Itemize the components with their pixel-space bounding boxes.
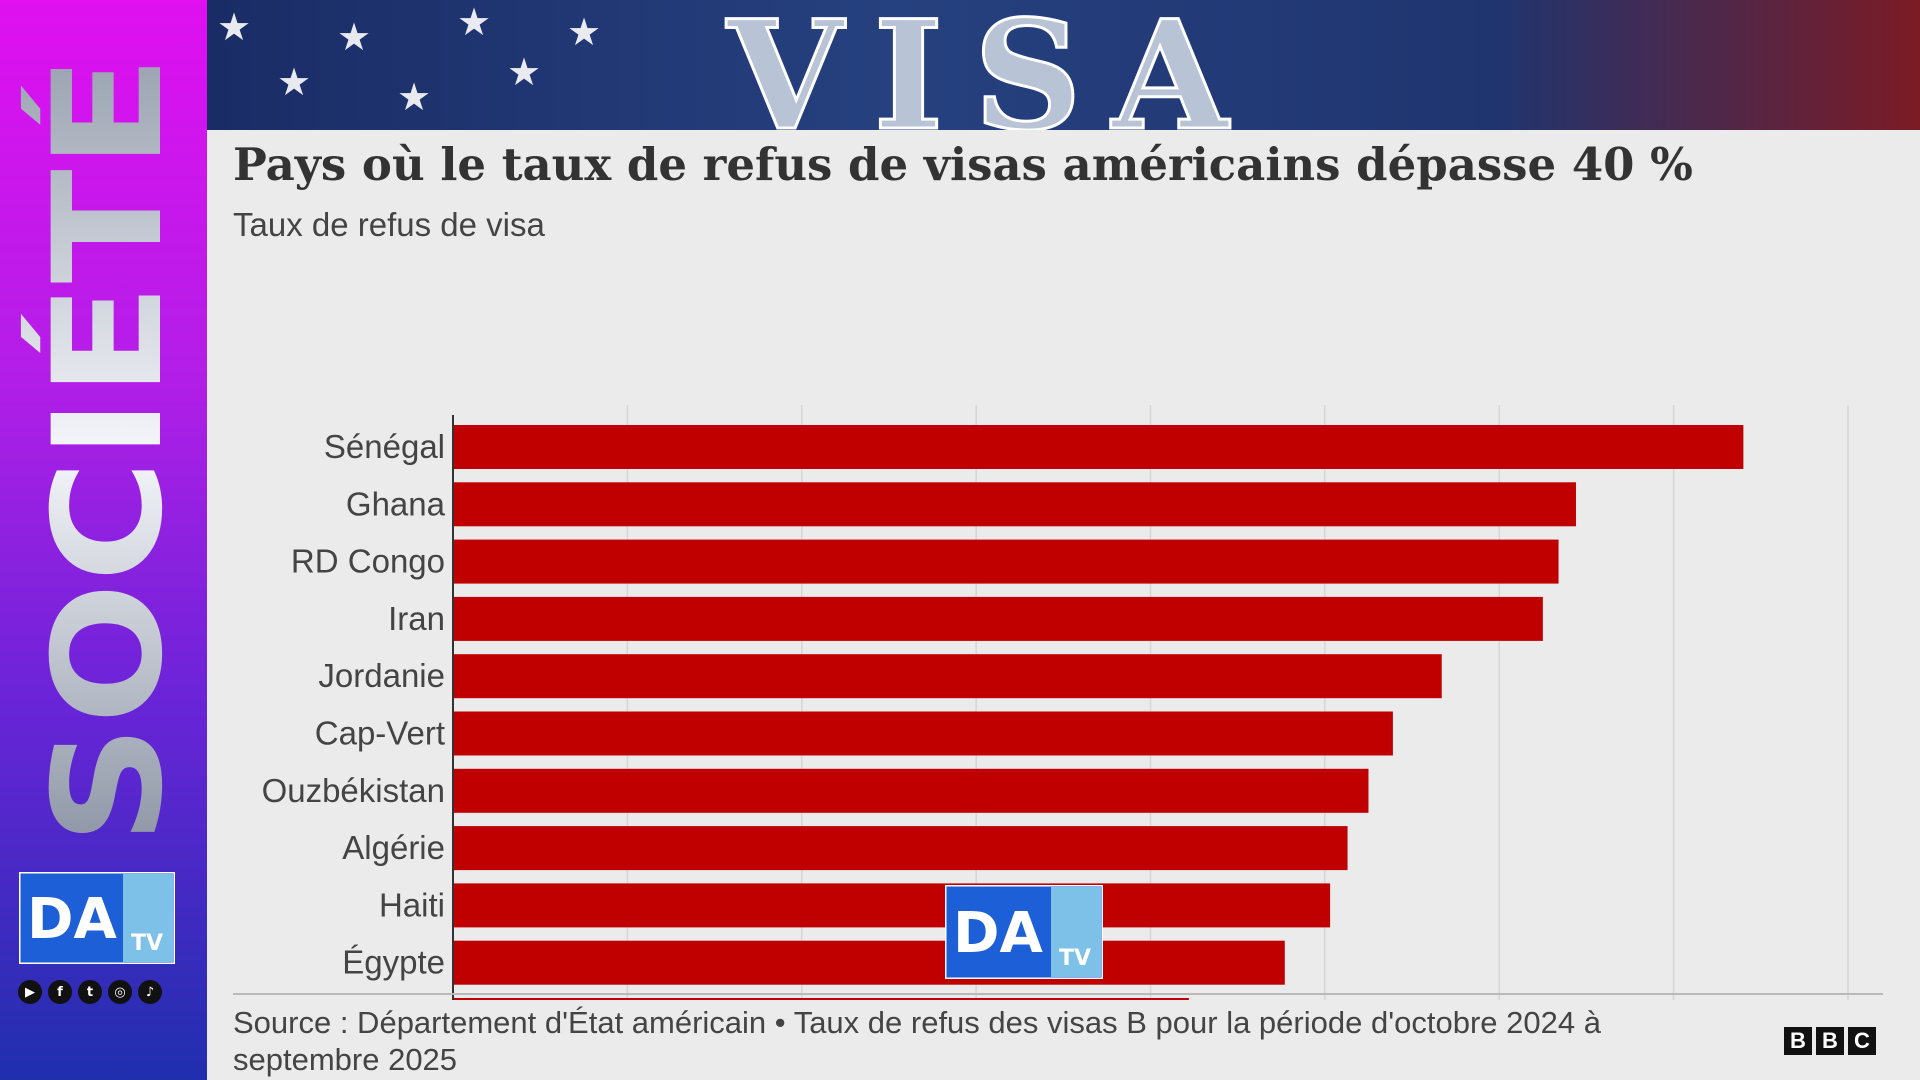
overlay-tv-text: TV [1059,946,1091,971]
category-label: Algérie [342,829,445,866]
bar [453,425,1744,469]
bbc-logo: B B C [1784,1027,1876,1055]
bar [453,711,1393,756]
bar-chart: 0%10%20%30%40%50%60%70%80%SénégalGhanaRD… [262,405,1849,1000]
instagram-icon[interactable]: ◎ [108,980,132,1004]
banner-visa-text: VISA [726,0,1258,130]
footer-divider [233,993,1883,995]
bar [453,998,1189,1000]
bar [453,539,1559,584]
facebook-icon[interactable]: f [48,980,72,1004]
tiktok-icon[interactable]: ♪ [138,980,162,1004]
svg-text:★: ★ [567,10,601,54]
social-links: ▶ f t ◎ ♪ [18,980,162,1004]
visa-banner-image: ★ ★ ★ ★ ★ ★ ★ VISA [207,0,1920,130]
bar [453,482,1576,527]
svg-text:★: ★ [337,15,371,59]
bar [453,654,1442,699]
category-label: RD Congo [291,543,445,580]
logo-tv-text: TV [131,931,163,956]
section-label: SOCIÉTÉ [21,55,196,845]
bbc-letter: C [1848,1027,1876,1055]
bar [453,940,1285,985]
bbc-letter: B [1784,1027,1812,1055]
category-label: Jordanie [318,657,445,694]
category-label: Égypte [342,944,445,981]
star-decorations: ★ ★ ★ ★ ★ ★ ★ [217,0,601,119]
da-tv-logo: DA TV [17,870,177,966]
svg-text:★: ★ [217,5,251,49]
category-label: Cap-Vert [315,715,445,752]
svg-text:★: ★ [397,75,431,119]
da-tv-watermark-logo: DA TV [943,883,1105,981]
svg-text:★: ★ [277,60,311,104]
svg-text:★: ★ [457,0,491,44]
section-label-text: SOCIÉTÉ [21,55,196,845]
chart-title: Pays où le taux de refus de visas améric… [233,138,1693,191]
category-label: Ouzbékistan [262,772,445,809]
bar [453,826,1348,871]
bar [453,768,1369,813]
bar [453,883,1331,928]
svg-text:★: ★ [507,50,541,94]
source-note: Source : Département d'État américain • … [233,1005,1601,1077]
chart-subtitle: Taux de refus de visa [233,206,545,243]
bar [453,596,1543,641]
category-label: Ghana [346,485,446,522]
overlay-da-text: DA [953,901,1043,966]
category-label: Sénégal [324,428,445,465]
sidebar: SOCIÉTÉ DA TV ▶ f t ◎ ♪ [0,0,207,1080]
category-label: Iran [388,600,445,637]
logo-da-text: DA [27,887,117,952]
chart-card: Pays où le taux de refus de visas améric… [207,130,1920,1080]
youtube-icon[interactable]: ▶ [18,980,42,1004]
bbc-letter: B [1816,1027,1844,1055]
category-label: Haiti [379,886,445,923]
twitter-icon[interactable]: t [78,980,102,1004]
